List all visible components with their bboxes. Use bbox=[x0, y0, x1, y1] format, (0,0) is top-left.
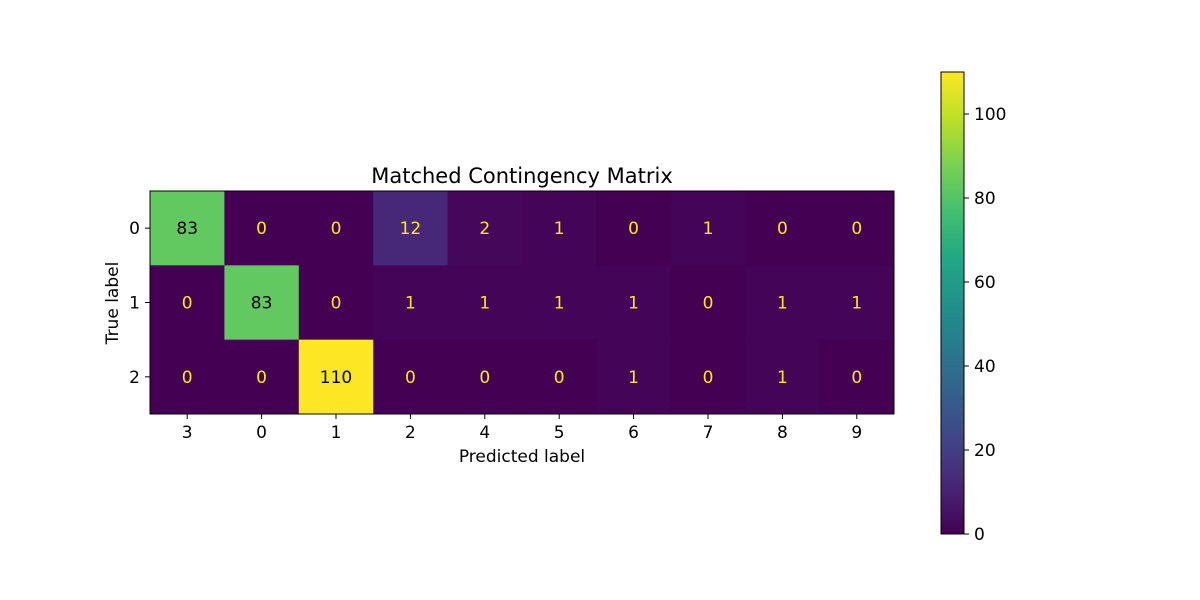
heatmap-cell bbox=[298, 265, 374, 341]
heatmap-cells: 83 0 0 12 2 1 0 1 0 00 83 0 1 1 1 1 0 1 10 0 110 0 0 0 1 0 1 0 bbox=[150, 191, 895, 415]
heatmap-cell bbox=[224, 191, 300, 266]
colorbar-tick-label: 80 bbox=[974, 189, 996, 209]
x-axis-label: Predicted label bbox=[459, 447, 585, 467]
cell-value-label: 0 bbox=[851, 368, 862, 388]
cell-value-label: 1 bbox=[777, 294, 788, 314]
heatmap-cell bbox=[298, 191, 374, 266]
cell-value-label: 1 bbox=[628, 368, 639, 388]
heatmap-cell bbox=[819, 339, 895, 415]
heatmap-cell bbox=[596, 191, 672, 266]
y-axis-label: True label bbox=[103, 262, 123, 346]
cell-value-label: 0 bbox=[331, 219, 342, 239]
x-tick-label: 3 bbox=[182, 423, 193, 443]
colorbar-tick-label: 100 bbox=[974, 105, 1006, 125]
heatmap-cell bbox=[596, 265, 672, 341]
x-tick-label: 2 bbox=[405, 423, 416, 443]
x-tick-label: 1 bbox=[331, 423, 342, 443]
cell-value-label: 0 bbox=[182, 368, 193, 388]
heatmap-cell bbox=[745, 191, 821, 266]
heatmap-cell bbox=[447, 191, 523, 266]
colorbar-tick-label: 0 bbox=[974, 525, 985, 545]
x-tick-label: 8 bbox=[777, 423, 788, 443]
x-tick-label: 4 bbox=[479, 423, 490, 443]
cell-value-label: 0 bbox=[256, 219, 267, 239]
heatmap-cell bbox=[150, 265, 225, 341]
cell-value-label: 0 bbox=[777, 219, 788, 239]
heatmap-cell bbox=[224, 265, 300, 341]
heatmap-cell bbox=[522, 265, 597, 341]
colorbar-tick-label: 60 bbox=[974, 273, 996, 293]
x-tick-label: 0 bbox=[256, 423, 267, 443]
cell-value-label: 1 bbox=[703, 219, 714, 239]
cell-value-label: 12 bbox=[400, 219, 422, 239]
cell-value-label: 1 bbox=[554, 219, 565, 239]
heatmap-cell bbox=[670, 191, 746, 266]
cell-value-label: 2 bbox=[479, 219, 490, 239]
cell-value-label: 0 bbox=[256, 368, 267, 388]
cell-value-label: 0 bbox=[331, 294, 342, 314]
cell-value-label: 83 bbox=[251, 294, 273, 314]
y-tick-label: 1 bbox=[129, 293, 140, 313]
y-axis-ticks: 0 1 2 bbox=[129, 219, 150, 388]
x-tick-label: 9 bbox=[851, 423, 862, 443]
x-tick-label: 5 bbox=[554, 423, 565, 443]
heatmap-cell bbox=[522, 339, 597, 415]
heatmap-cell bbox=[670, 265, 746, 341]
cell-value-label: 0 bbox=[182, 294, 193, 314]
heatmap-cell bbox=[298, 339, 374, 415]
heatmap-cell bbox=[745, 265, 821, 341]
colorbar bbox=[940, 71, 965, 535]
heatmap-cell bbox=[373, 339, 449, 415]
chart-title: Matched Contingency Matrix bbox=[371, 164, 673, 188]
cell-value-label: 1 bbox=[628, 294, 639, 314]
heatmap-cell bbox=[150, 339, 225, 415]
cell-value-label: 0 bbox=[628, 219, 639, 239]
heatmap-cell bbox=[447, 265, 523, 341]
heatmap-cell bbox=[373, 191, 449, 266]
heatmap-cell bbox=[224, 339, 300, 415]
heatmap-cell bbox=[745, 339, 821, 415]
heatmap-cell bbox=[596, 339, 672, 415]
colorbar-ticks: 0 20 40 60 80 100 bbox=[964, 105, 1006, 545]
cell-value-label: 1 bbox=[405, 294, 416, 314]
cell-value-label: 83 bbox=[176, 219, 198, 239]
heatmap-cell bbox=[819, 265, 895, 341]
cell-value-label: 0 bbox=[851, 219, 862, 239]
x-tick-label: 7 bbox=[703, 423, 714, 443]
cell-value-label: 1 bbox=[554, 294, 565, 314]
heatmap-cell bbox=[522, 191, 597, 266]
colorbar-tick-label: 40 bbox=[974, 357, 996, 377]
cell-value-label: 1 bbox=[777, 368, 788, 388]
cell-value-label: 0 bbox=[703, 294, 714, 314]
cell-value-label: 0 bbox=[405, 368, 416, 388]
cell-value-label: 0 bbox=[703, 368, 714, 388]
heatmap-cell bbox=[670, 339, 746, 415]
x-tick-label: 6 bbox=[628, 423, 639, 443]
cell-value-label: 0 bbox=[479, 368, 490, 388]
cell-value-label: 1 bbox=[851, 294, 862, 314]
cell-value-label: 1 bbox=[479, 294, 490, 314]
heatmap-cell bbox=[150, 191, 225, 266]
colorbar-tick-label: 20 bbox=[974, 441, 996, 461]
heatmap-cell bbox=[819, 191, 895, 266]
cell-value-label: 0 bbox=[554, 368, 565, 388]
heatmap-cell bbox=[373, 265, 449, 341]
heatmap-cell bbox=[447, 339, 523, 415]
x-axis-ticks: 3 0 1 2 4 5 6 7 8 9 bbox=[182, 414, 862, 443]
y-tick-label: 0 bbox=[129, 219, 140, 239]
cell-value-label: 110 bbox=[320, 368, 352, 388]
y-tick-label: 2 bbox=[129, 368, 140, 388]
